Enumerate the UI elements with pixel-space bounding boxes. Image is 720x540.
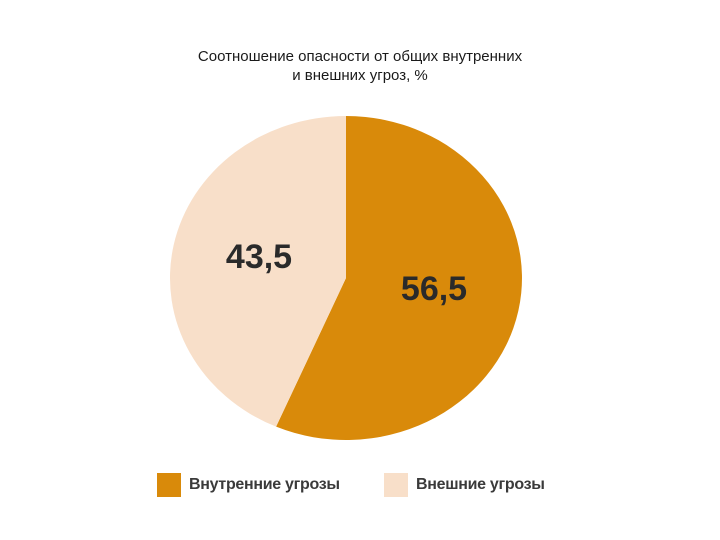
chart-title-line-2: и внешних угроз, % (292, 67, 428, 84)
legend-label-internal: Внутренние угрозы (189, 476, 340, 493)
slice-label-external: 43,5 (226, 238, 292, 276)
legend-swatch-internal (157, 473, 181, 497)
pie-slice-internal (276, 116, 522, 440)
pie-slice-external (169, 115, 346, 427)
chart-title-line-1: Соотношение опасности от общих внутренни… (197, 48, 523, 65)
legend-label-external: Внешние угрозы (416, 476, 545, 493)
legend-swatch-external (384, 473, 408, 497)
chart-legend: Внутренние угрозы Внешние угрозы (0, 472, 720, 498)
chart-title: Соотношение опасности от общих внутренни… (0, 47, 720, 85)
legend-item-external: Внешние угрозы (384, 472, 545, 498)
slice-label-internal: 56,5 (401, 270, 467, 308)
legend-item-internal: Внутренние угрозы (157, 472, 340, 498)
